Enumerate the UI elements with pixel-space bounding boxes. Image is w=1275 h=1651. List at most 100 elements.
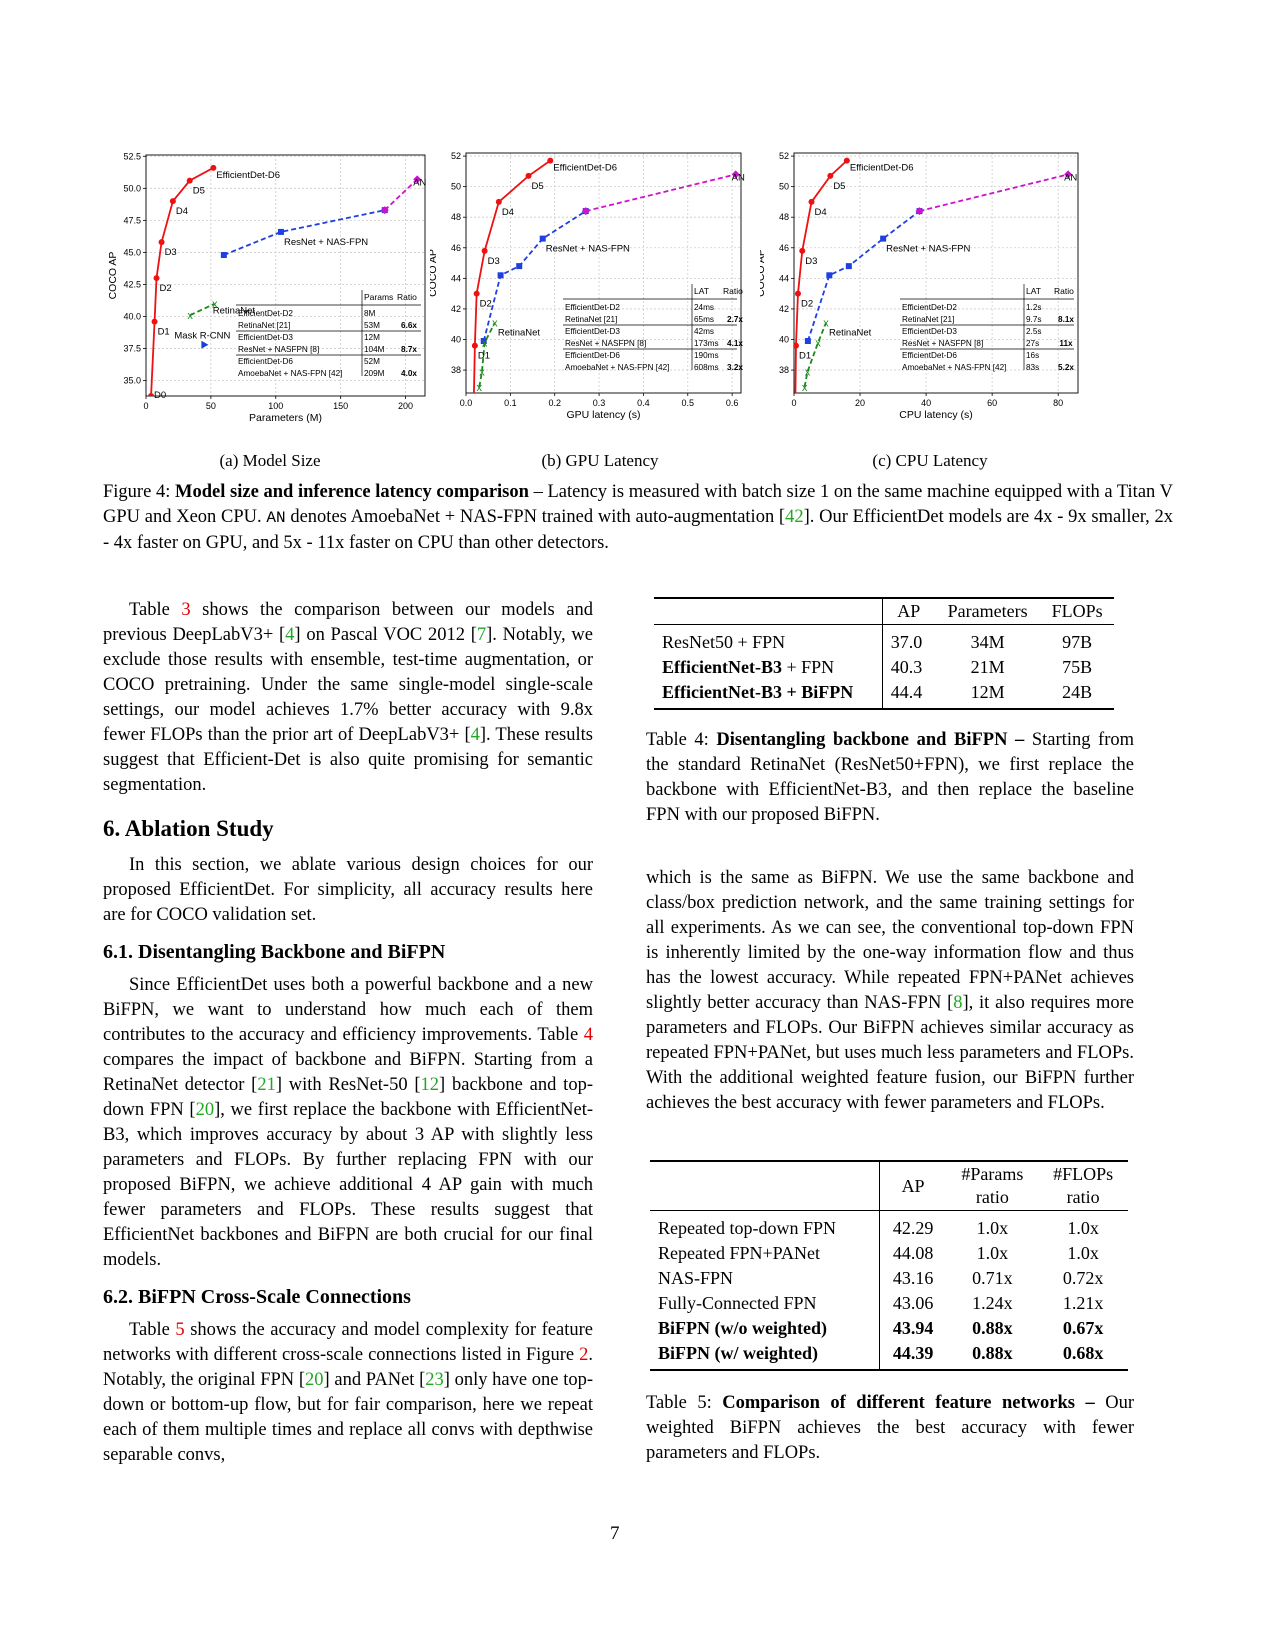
inset-cell: AmoebaNet + NAS-FPN [42]: [565, 363, 669, 372]
inset-cell: 8M: [364, 309, 376, 318]
series-line: [585, 173, 736, 212]
table-row: ResNet50 + FPN 37.0 34M 97B: [654, 624, 1114, 655]
chart-frame: [145, 154, 426, 397]
table-cell: 43.16: [892, 1268, 934, 1288]
inset-cell: 52M: [364, 357, 380, 366]
table-row: NAS-FPN 43.16 0.71x 0.72x: [650, 1266, 1128, 1291]
citation-link[interactable]: 4: [285, 625, 295, 645]
table-row: Repeated FPN+PANet 44.08 1.0x 1.0x: [650, 1241, 1128, 1266]
chart-point: [845, 263, 852, 270]
chart-cpu-latency-svg: 0 20 40 60 80 38 40 42 44 46 48 50 52 CPU latency (s)…: [755, 151, 1079, 421]
subsection-heading-6-2: 6.2. BiFPN Cross-Scale Connections: [103, 1286, 411, 1308]
chart-point: x: [802, 382, 808, 394]
chart-point: [495, 198, 502, 205]
point-label: D4: [176, 206, 188, 217]
citation-link[interactable]: 20: [305, 1370, 324, 1390]
inset-cell: EfficientDet-D2: [902, 303, 957, 312]
chart-point: [827, 172, 834, 179]
table-row: BiFPN (w/o weighted) 43.94 0.88x 0.67x: [650, 1316, 1128, 1341]
figure-caption-an: AN: [266, 509, 286, 527]
point-label: D3: [488, 256, 500, 267]
citation-link[interactable]: 23: [425, 1370, 444, 1390]
table-cell: 75B: [1062, 657, 1093, 677]
x-tick-label: 0.1: [504, 398, 517, 408]
inset-header: Ratio: [723, 286, 743, 296]
table-cell: 44.4: [890, 682, 923, 702]
table-cell-name: BiFPN (w/ weighted): [650, 1341, 880, 1370]
inset-table: LAT Ratio EfficientDet-D2 24ms RetinaNet [21…: [563, 284, 743, 372]
y-tick-label: 50: [451, 182, 461, 192]
point-label: D2: [801, 299, 813, 310]
figure-caption-text-3: ]. Our EfficientDet models are 4x - 9x s…: [103, 507, 1173, 553]
inset-cell: 53M: [364, 321, 380, 330]
y-tick-label: 42.5: [123, 279, 141, 289]
chart-point: x: [823, 318, 829, 330]
table-cell-name: Repeated FPN+PANet: [650, 1241, 880, 1266]
chart-grid: [793, 153, 1078, 393]
x-tick-label: 60: [987, 398, 997, 408]
inset-cell: AmoebaNet + NAS-FPN [42]: [238, 369, 342, 378]
citation-link[interactable]: 21: [257, 1075, 276, 1095]
point-label: AN: [732, 172, 745, 183]
table-cell: 0.68x: [1062, 1343, 1104, 1363]
table-cell-name: Repeated top-down FPN: [650, 1210, 880, 1241]
figure-ref-link[interactable]: 2: [579, 1345, 589, 1365]
left-column: Table 3 shows the comparison between our…: [103, 598, 593, 1468]
x-tick-label: 100: [268, 401, 283, 411]
inset-cell: 24ms: [694, 303, 714, 312]
paragraph-cross-scale: Table 5 shows the accuracy and model com…: [103, 1320, 593, 1465]
chart-point: x: [492, 318, 498, 330]
page-number: 7: [610, 1523, 620, 1544]
y-tick-label: 37.5: [123, 344, 141, 354]
paragraph-segmentation: Table 3 shows the comparison between our…: [103, 600, 593, 795]
y-tick-label: 38: [779, 365, 789, 375]
chart-point: x: [479, 367, 485, 379]
table-ref-link[interactable]: 5: [175, 1320, 185, 1340]
table-caption-title: Disentangling backbone and BiFPN –: [716, 730, 1025, 750]
chart-point: [153, 275, 160, 282]
inset-cell: RetinaNet [21]: [565, 315, 617, 324]
inset-cell: 3.2x: [727, 363, 743, 372]
chart-point: [201, 340, 209, 349]
chart-point: [794, 290, 801, 297]
chart-point: [497, 272, 504, 279]
subsection-heading-6-1: 6.1. Disentangling Backbone and BiFPN: [103, 941, 446, 963]
inset-cell: 8.1x: [1058, 315, 1074, 324]
chart-point: [158, 239, 165, 246]
series-line: [803, 322, 827, 388]
table-cell: 42.29: [892, 1218, 934, 1238]
citation-link[interactable]: 20: [195, 1100, 215, 1120]
citation-link[interactable]: 42: [785, 507, 804, 527]
table-header-cell: FLOPs: [1051, 601, 1103, 621]
point-label: D1: [799, 351, 811, 362]
inset-cell: RetinaNet [21]: [238, 321, 290, 330]
x-tick-label: 50: [206, 401, 216, 411]
table-cell: 43.94: [892, 1318, 934, 1338]
chart-point: [516, 263, 523, 270]
inset-cell: 16s: [1026, 351, 1039, 360]
citation-link[interactable]: 8: [953, 993, 963, 1013]
table-5-body: Repeated top-down FPN 42.29 1.0x 1.0x Repeat…: [650, 1210, 1128, 1370]
point-label: AN: [413, 177, 426, 188]
table-cell: 0.72x: [1062, 1268, 1104, 1288]
citation-link[interactable]: 12: [420, 1075, 440, 1095]
inset-cell: 2.5s: [1026, 327, 1041, 336]
table-ref-link[interactable]: 3: [181, 600, 191, 620]
citation-link[interactable]: 4: [470, 725, 480, 745]
y-tick-label: 50.0: [123, 183, 141, 193]
figure-caption-label: Figure 4:: [103, 482, 171, 502]
y-tick-label: 42: [779, 304, 789, 314]
table-cell-name: Fully-Connected FPN: [650, 1291, 880, 1316]
x-axis-label: GPU latency (s): [566, 409, 640, 421]
series-line: [189, 302, 216, 317]
table-ref-link[interactable]: 4: [583, 1025, 593, 1045]
point-label: EfficientDet-D6: [553, 163, 617, 174]
chart-point: [480, 338, 487, 345]
chart-point: [380, 206, 389, 215]
point-label: D5: [532, 181, 544, 192]
chart-point: x: [482, 338, 488, 350]
point-label: EfficientDet-D6: [216, 170, 280, 181]
y-tick-label: 40.0: [123, 312, 141, 322]
section-heading-ablation: 6. Ablation Study: [103, 816, 274, 841]
citation-link[interactable]: 7: [476, 625, 487, 645]
